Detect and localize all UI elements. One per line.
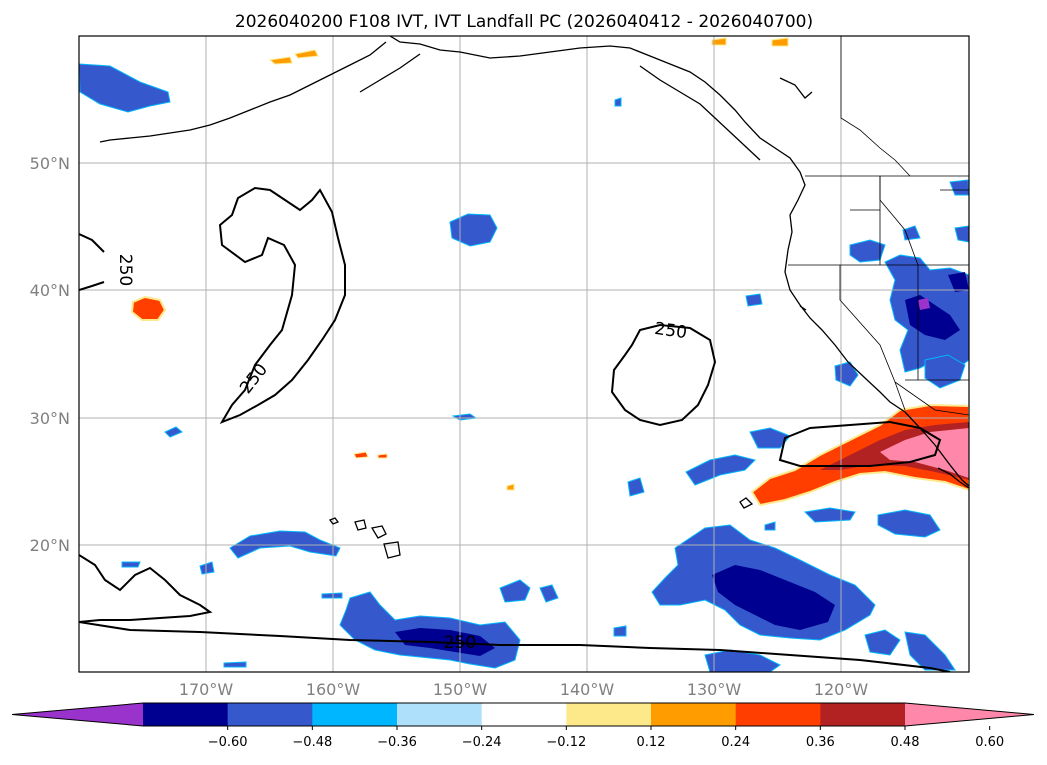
lon-label: 160°W <box>306 680 361 699</box>
pc-region-positive <box>294 49 319 59</box>
pc-region-negative <box>121 561 141 568</box>
lon-label: 150°W <box>433 680 488 699</box>
plot-background <box>79 36 969 672</box>
political-borders <box>788 36 969 416</box>
pc-shading-layer <box>79 37 969 672</box>
ivt-contour-line <box>610 323 717 427</box>
ivt-contour-line <box>79 554 213 623</box>
contour-label: 250 <box>115 254 135 286</box>
pc-region-positive <box>353 451 369 459</box>
ivt-contour-line <box>79 233 105 253</box>
colorbar-segment <box>312 703 398 726</box>
pc-region-negative <box>745 293 763 307</box>
lat-label: 50°N <box>30 154 70 173</box>
pc-region-positive <box>506 483 515 491</box>
contour-label: 250 <box>653 319 688 343</box>
colorbar-tick-label: 0.12 <box>637 735 666 750</box>
lon-label: 120°W <box>814 680 869 699</box>
colorbar-tick-label: 0.60 <box>975 735 1004 750</box>
colorbar-segment <box>566 703 652 726</box>
pc-region-negative-strong <box>948 272 969 292</box>
pc-region-negative-extreme <box>918 298 930 310</box>
colorbar-segment <box>651 703 737 726</box>
ivt-contour-line <box>79 281 105 291</box>
colorbar: −0.60 −0.48 −0.36 −0.24 −0.12 0.12 0.24 0.36 0.4… <box>11 702 1035 750</box>
pc-region-negative <box>79 63 171 113</box>
pc-region-negative <box>764 521 776 531</box>
latitude-labels: 20°N 30°N 40°N 50°N <box>30 154 70 555</box>
graticule <box>79 36 969 672</box>
pc-region-negative <box>627 477 645 497</box>
pc-region-negative <box>864 629 901 656</box>
pc-region-positive-extreme <box>880 428 969 478</box>
pc-region-negative <box>449 213 498 247</box>
colorbar-tick-label: −0.36 <box>377 735 417 750</box>
colorbar-tick-label: −0.24 <box>462 735 502 750</box>
pc-region-negative <box>164 426 183 438</box>
lat-label: 30°N <box>30 409 70 428</box>
coastlines <box>99 36 969 559</box>
colorbar-tick-label: −0.48 <box>292 735 332 750</box>
pc-region-negative <box>499 579 531 603</box>
pc-region-positive <box>771 37 789 47</box>
colorbar-segment <box>143 703 229 726</box>
ivt-250-contours <box>79 186 951 672</box>
pc-region-negative <box>803 507 856 523</box>
colorbar-outline <box>11 702 1035 727</box>
colorbar-segment <box>227 703 313 726</box>
pc-region-negative <box>949 179 969 196</box>
pc-region-negative <box>613 625 627 637</box>
pc-region-negative <box>954 225 969 243</box>
lon-label: 130°W <box>687 680 742 699</box>
colorbar-segment <box>481 703 567 726</box>
colorbar-segment <box>820 703 906 726</box>
pc-region-negative-strong <box>905 295 960 340</box>
ivt-contour-line <box>778 420 942 467</box>
lat-label: 20°N <box>30 536 70 555</box>
pc-region-negative <box>614 97 622 107</box>
colorbar-tick-label: −0.12 <box>546 735 586 750</box>
lon-label: 140°W <box>560 680 615 699</box>
contour-label: 250 <box>444 633 476 653</box>
ivt-contour-line <box>218 186 346 424</box>
figure-title: 2026040200 F108 IVT, IVT Landfall PC (20… <box>235 12 813 32</box>
pc-region-negative <box>321 592 343 599</box>
colorbar-tick-label: −0.60 <box>208 735 248 750</box>
colorbar-extend-max <box>905 703 1034 726</box>
ivt-contour-line <box>79 621 951 672</box>
pc-region-positive <box>268 56 293 65</box>
colorbar-segment <box>735 703 821 726</box>
pc-region-positive <box>711 37 727 46</box>
pc-region-negative-strong <box>712 565 835 630</box>
pc-region-negative <box>199 561 215 575</box>
map-plot-area: 250 250 250 250 <box>78 35 970 673</box>
pc-region-negative <box>223 661 247 668</box>
longitude-labels: 170°W 160°W 150°W 140°W 130°W 120°W <box>179 680 869 699</box>
colorbar-segment <box>397 703 483 726</box>
pc-region-negative <box>539 584 559 603</box>
colorbar-tick-label: 0.36 <box>806 735 835 750</box>
colorbar-extend-min <box>12 703 143 726</box>
pc-region-negative <box>904 631 956 671</box>
pc-region-positive <box>377 453 388 459</box>
pc-region-negative <box>877 509 941 538</box>
lon-label: 170°W <box>179 680 234 699</box>
pc-region-positive <box>130 295 167 321</box>
lat-label: 40°N <box>30 281 70 300</box>
plot-frame <box>78 35 970 673</box>
colorbar-tick-label: 0.48 <box>891 735 920 750</box>
colorbar-tick-label: 0.24 <box>721 735 750 750</box>
